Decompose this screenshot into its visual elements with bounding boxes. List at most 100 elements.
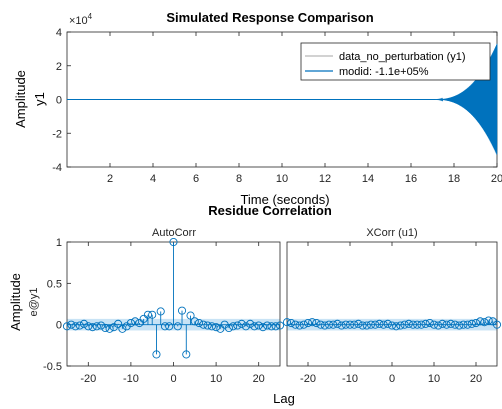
residue-title: Residue Correlation [208, 203, 332, 218]
xc-stem-marker [324, 320, 334, 329]
response-ytick-label: 2 [56, 61, 62, 73]
xc-stem-marker [396, 321, 405, 330]
xc-xtick-label: 10 [428, 373, 440, 385]
xc-stem-marker [295, 321, 304, 330]
ac-stem-marker [207, 322, 216, 331]
response-xtick-label: 16 [405, 173, 417, 185]
ac-xtick-label: -20 [80, 373, 96, 385]
ac-stem-marker [229, 322, 238, 331]
xc-stem-marker [480, 318, 489, 327]
xcorr-chart[interactable]: XCorr (u1) -20 -10 0 10 20 [282, 227, 502, 385]
ac-xtick-label: -10 [123, 373, 139, 385]
response-xtick-label: 12 [319, 173, 331, 185]
ac-stem-marker [275, 321, 285, 330]
xc-stem-marker [308, 318, 317, 327]
ac-xtick-label: 0 [170, 373, 176, 385]
ac-stem-marker [246, 319, 255, 328]
xc-stem-marker [446, 319, 455, 328]
ac-stem-marker [165, 322, 174, 331]
xc-xtick-label: 20 [470, 373, 482, 385]
ac-stem-marker [203, 321, 212, 330]
xc-xtick-label: -20 [300, 373, 316, 385]
xc-stem-marker [379, 320, 388, 329]
ac-stem-marker [143, 310, 152, 319]
xc-stem-marker [383, 319, 392, 328]
ac-stem-marker [190, 317, 199, 326]
ac-stem-marker [126, 318, 135, 328]
ac-stem-marker [169, 237, 178, 247]
xc-axes-background [287, 242, 497, 366]
autocorr-ylabel-signal: e@y1 [28, 288, 40, 317]
xc-stem-marker [375, 319, 384, 328]
xc-stem-marker [442, 320, 451, 329]
response-title: Simulated Response Comparison [166, 10, 373, 25]
ac-stem-marker [114, 319, 123, 328]
ac-stem-marker [182, 350, 191, 359]
xc-stem-marker [429, 320, 439, 329]
ac-stem-marker [79, 319, 89, 328]
xc-stem-marker [354, 319, 363, 328]
ac-stem-marker [118, 324, 127, 333]
ac-stem-marker [173, 322, 182, 331]
ac-stem-marker [160, 322, 170, 331]
ac-stem-marker [195, 318, 204, 328]
response-xtick-label: 10 [276, 173, 288, 185]
ac-stem-marker [186, 311, 195, 320]
response-series-model-line [67, 43, 498, 155]
ac-ytick-label: 1 [56, 237, 62, 249]
ac-stem-marker [177, 306, 187, 315]
xc-stem-marker [299, 320, 308, 329]
xc-stem-marker [287, 318, 296, 328]
autocorr-title: AutoCorr [152, 227, 196, 239]
xcorr-title: XCorr (u1) [366, 227, 417, 239]
response-xtick-label: 4 [150, 173, 156, 185]
ac-stem-marker [75, 321, 84, 330]
autocorr-ylabel: Amplitude [8, 273, 23, 331]
ac-stem-marker [271, 322, 280, 331]
response-chart[interactable]: Simulated Response Comparison ×104 2 4 6 8 1… [13, 10, 502, 207]
ac-ytick-label: 0 [56, 320, 62, 332]
ac-stem-marker [71, 322, 80, 331]
response-xtick-label: 18 [448, 173, 460, 185]
ac-stem-marker [237, 319, 246, 328]
legend[interactable]: data_no_perturbation (y1) modid: -1.1e+0… [300, 42, 491, 81]
ac-stem-marker [233, 321, 242, 330]
xc-stem-marker [459, 320, 468, 329]
xc-stem-marker [316, 320, 325, 329]
ac-xtick-label: 20 [253, 373, 265, 385]
xc-stem-marker [413, 320, 422, 329]
ac-stem-marker [263, 321, 272, 330]
xc-stem-marker [312, 318, 321, 328]
response-ytick-label: -4 [52, 162, 62, 174]
xc-stem-marker [333, 319, 342, 328]
residue-xlabel: Lag [273, 391, 295, 406]
xc-stem-marker [404, 319, 413, 328]
xc-stem-marker [463, 320, 472, 329]
xc-stem-marker [387, 321, 397, 330]
ac-stem-marker [131, 317, 140, 326]
ac-stem-marker [156, 307, 165, 316]
legend-box [300, 42, 491, 81]
ac-stem-marker [152, 350, 161, 359]
response-ytick-label: 0 [56, 95, 62, 107]
xc-stem-marker [341, 320, 350, 329]
response-xtick-label: 20 [491, 173, 502, 185]
ac-stem-marker [105, 324, 114, 333]
ac-stem-marker [67, 320, 76, 329]
xc-stem-marker [329, 320, 338, 329]
ac-stem-marker [216, 324, 225, 333]
autocorr-chart[interactable]: AutoCorr -20 -10 0 10 20-0.500.51 Amplitude … [8, 227, 285, 385]
ac-stem-marker [62, 322, 72, 331]
xc-stem-marker [434, 321, 443, 330]
legend-entry-model: modid: -1.1e+05% [339, 66, 429, 78]
response-y-exponent: ×104 [69, 12, 93, 27]
xc-stem-marker [345, 320, 355, 329]
ac-stem-marker [199, 320, 208, 329]
xc-stem-marker [438, 319, 447, 328]
ac-stem-marker [97, 321, 106, 330]
response-xtick-label: 14 [362, 173, 374, 185]
xc-stem-marker [400, 320, 409, 329]
xc-stem-marker [471, 318, 481, 328]
xc-stem-marker [366, 320, 376, 329]
